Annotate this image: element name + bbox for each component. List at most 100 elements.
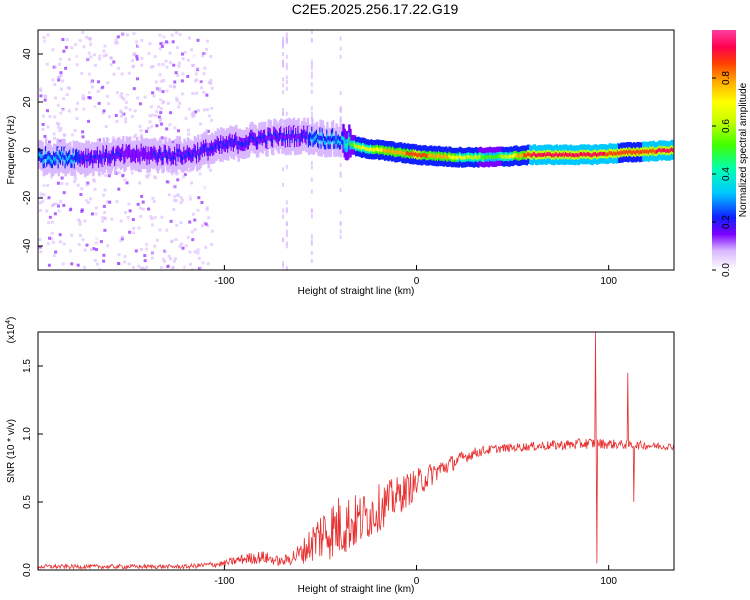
spectrogram-noise-cell xyxy=(177,240,181,244)
spectrogram-noise-cell xyxy=(97,80,101,84)
spectrogram-noise-cell xyxy=(205,39,209,43)
spectrogram-noise-cell xyxy=(173,80,177,84)
spectrogram-noise-cell xyxy=(64,45,68,49)
spectrogram-noise-cell xyxy=(201,261,205,265)
spectrogram-noise-cell xyxy=(138,124,142,128)
spectrogram-noise-cell xyxy=(121,32,125,36)
spectrogram-noise-cell xyxy=(115,120,119,124)
spectrogram-noise-cell xyxy=(70,233,74,237)
spectrogram-noise-cell xyxy=(107,115,111,119)
spectrogram-noise-cell xyxy=(58,139,62,143)
spectrogram-noise-cell xyxy=(158,260,162,264)
spectrogram-noise-cell xyxy=(92,125,96,129)
snr-ytick-label: 1.5 xyxy=(22,359,33,373)
spectrogram-noise-cell xyxy=(43,94,47,98)
spectrogram-noise-cell xyxy=(165,65,169,69)
spectrogram-noise-cell xyxy=(183,203,187,207)
spectrogram-noise-cell xyxy=(67,109,71,113)
spectrogram-noise-cell xyxy=(119,114,123,118)
spectrogram-noise-cell xyxy=(181,246,185,250)
spectrogram-noise-cell xyxy=(187,169,191,173)
spectrogram-noise-cell xyxy=(50,231,54,235)
spectrogram-streak-cell xyxy=(285,241,288,246)
spectrogram-noise-cell xyxy=(138,83,142,87)
spectrogram-streak-cell xyxy=(310,250,313,255)
spectrogram-noise-cell xyxy=(172,63,176,67)
colorbar-tick-label: 0.8 xyxy=(721,71,732,85)
spectrogram-noise-cell xyxy=(180,61,184,65)
spectrogram-noise-cell xyxy=(125,95,129,99)
spectrogram-noise-cell xyxy=(45,80,49,84)
spectrogram-streak-cell xyxy=(282,108,285,113)
spectrogram-noise-cell xyxy=(188,250,192,254)
spectrogram-noise-cell xyxy=(140,63,144,67)
spectrogram-noise-cell xyxy=(101,85,105,89)
spectrogram-noise-cell xyxy=(166,101,170,105)
spectrogram-noise-cell xyxy=(67,58,71,62)
spectrogram-noise-cell xyxy=(147,207,151,211)
spectrogram-noise-cell xyxy=(131,115,135,119)
spectrogram-noise-cell xyxy=(190,112,194,116)
spectrogram-noise-cell xyxy=(175,31,179,35)
spectrogram-noise-cell xyxy=(166,265,170,269)
spectrogram-noise-cell xyxy=(93,259,97,263)
colorbar: 0.0 0.2 0.4 0.6 0.8 Normalized spectral ampl… xyxy=(712,30,749,277)
spectrogram-noise-cell xyxy=(120,92,124,96)
spectrogram-noise-cell xyxy=(188,55,192,59)
spectrogram-noise-cell xyxy=(103,211,107,215)
spectrogram-noise-cell xyxy=(83,248,87,252)
spectrogram-noise-cell xyxy=(151,196,155,200)
spectrogram-noise-cell xyxy=(98,57,102,61)
spectrogram-noise-cell xyxy=(173,126,177,130)
spectrogram-noise-cell xyxy=(176,73,180,77)
spectrogram-noise-cell xyxy=(143,95,147,99)
spectrogram-noise-cell xyxy=(88,91,92,95)
spectrogram-noise-cell xyxy=(171,40,175,44)
spectrogram-noise-cell xyxy=(101,111,105,115)
spectrogram-noise-cell xyxy=(89,248,93,252)
spectrogram-noise-cell xyxy=(95,198,99,202)
spectrogram-noise-cell xyxy=(52,45,56,49)
spectrogram-noise-cell xyxy=(56,76,60,80)
spectrogram-noise-cell xyxy=(186,221,190,225)
spectrogram-noise-cell xyxy=(93,64,97,68)
spectrogram-noise-cell xyxy=(47,196,51,200)
spectrogram-noise-cell xyxy=(175,254,179,258)
spectrogram-noise-cell xyxy=(133,109,137,113)
spectrogram-noise-cell xyxy=(167,254,171,258)
spectrogram-streak-cell xyxy=(310,111,313,116)
spectrogram-noise-cell xyxy=(114,114,118,118)
spectrogram-noise-cell xyxy=(139,214,143,218)
spectrogram-streak-cell xyxy=(339,90,342,95)
spectrogram-noise-cell xyxy=(158,119,162,123)
spectrogram-noise-cell xyxy=(179,221,183,225)
spectrogram-streak-cell xyxy=(282,208,285,213)
spectrogram-streak-cell xyxy=(285,32,288,37)
spectrogram-noise-cell xyxy=(160,215,164,219)
spectrogram-noise-cell xyxy=(46,242,50,246)
spectrogram-noise-cell xyxy=(168,51,172,55)
spectrogram-noise-cell xyxy=(140,56,144,60)
spectrogram-noise-cell xyxy=(207,114,211,118)
spectrogram-noise-cell xyxy=(170,67,174,71)
spectrogram-noise-cell xyxy=(167,180,171,184)
spectrogram-noise-cell xyxy=(169,219,173,223)
spectrogram-noise-cell xyxy=(55,121,59,125)
snr-ticks: -100 0 100 0.0 0.5 1.0 1.5 xyxy=(22,359,617,587)
spectrogram-streak-cell xyxy=(339,36,342,41)
spectrogram-ytick-label: 40 xyxy=(22,48,33,60)
spectrogram-noise-cell xyxy=(136,77,140,81)
spectrogram-noise-cell xyxy=(167,55,171,59)
spectrogram-noise-cell xyxy=(101,116,105,120)
spectrogram-noise-cell xyxy=(158,101,162,105)
spectrogram-streak-cell xyxy=(310,71,313,76)
spectrogram-noise-cell xyxy=(159,97,163,101)
spectrogram-noise-cell xyxy=(172,259,176,263)
spectrogram-noise-cell xyxy=(209,168,213,172)
spectrogram-noise-cell xyxy=(153,55,157,59)
spectrogram-noise-cell xyxy=(151,251,155,255)
snr-xlabel: Height of straight line (km) xyxy=(298,584,415,595)
spectrogram-streak-cell xyxy=(310,241,313,246)
spectrogram-noise-cell xyxy=(153,210,157,214)
snr-xtick-label: 0 xyxy=(414,576,420,587)
